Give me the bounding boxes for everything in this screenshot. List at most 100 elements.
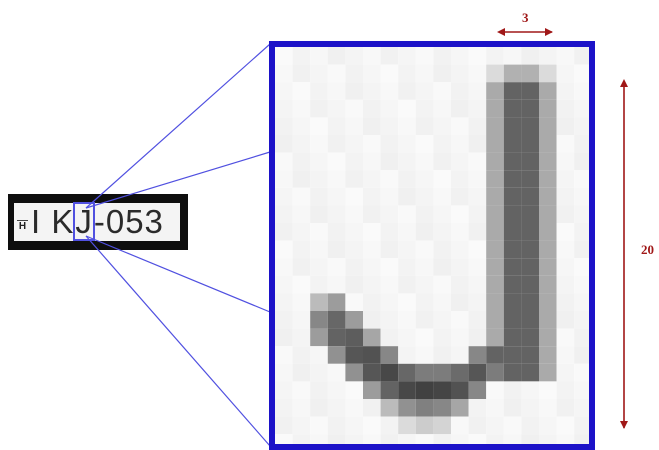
glyph-pixel xyxy=(363,311,381,329)
glyph-pixel xyxy=(415,47,434,65)
glyph-pixel xyxy=(433,381,451,399)
glyph-pixel xyxy=(380,152,399,171)
glyph-pixel xyxy=(503,187,522,206)
glyph-pixel xyxy=(574,293,592,311)
glyph-pixel xyxy=(451,170,469,188)
glyph-pixel xyxy=(539,328,557,347)
glyph-pixel xyxy=(275,187,293,206)
glyph-pixel xyxy=(415,99,434,118)
glyph-pixel xyxy=(451,240,469,259)
glyph-pixel xyxy=(415,152,434,171)
glyph-pixel xyxy=(574,346,592,364)
glyph-pixel xyxy=(451,346,469,364)
glyph-pixel xyxy=(275,416,293,435)
glyph-pixel xyxy=(292,187,311,206)
glyph-pixel xyxy=(486,170,504,188)
glyph-pixel xyxy=(486,381,504,399)
glyph-pixel xyxy=(503,328,522,347)
glyph-pixel xyxy=(310,64,328,83)
glyph-pixel xyxy=(275,117,293,135)
glyph-pixel xyxy=(345,311,363,329)
glyph-pixel xyxy=(521,363,539,382)
plate-characters: I KJ-053 xyxy=(31,202,164,241)
zoom-connector-lines xyxy=(85,43,271,447)
glyph-pixel xyxy=(574,275,592,294)
glyph-pixel xyxy=(292,99,311,118)
glyph-pixel xyxy=(433,135,451,153)
glyph-pixel xyxy=(556,293,575,311)
glyph-pixel xyxy=(415,275,434,294)
glyph-pixel xyxy=(292,240,311,259)
glyph-pixel xyxy=(363,346,381,364)
glyph-pixel xyxy=(292,381,311,399)
glyph-pixel xyxy=(415,293,434,311)
glyph-pixel xyxy=(468,258,487,276)
glyph-pixel xyxy=(345,64,363,83)
glyph-pixel xyxy=(574,363,592,382)
glyph-pixel xyxy=(380,117,399,135)
glyph-pixel xyxy=(486,187,504,206)
glyph-pixel xyxy=(556,258,575,276)
zoom-line-4 xyxy=(85,235,271,447)
glyph-pixel xyxy=(380,170,399,188)
glyph-pixel xyxy=(503,135,522,153)
glyph-pixel xyxy=(451,311,469,329)
glyph-pixel xyxy=(310,135,328,153)
glyph-pixel xyxy=(292,258,311,276)
glyph-pixel xyxy=(327,346,346,364)
glyph-pixel xyxy=(451,416,469,435)
glyph-pixel xyxy=(415,258,434,276)
glyph-pixel xyxy=(345,381,363,399)
glyph-pixel xyxy=(327,135,346,153)
glyph-pixel xyxy=(310,328,328,347)
glyph-pixel xyxy=(310,170,328,188)
glyph-pixel xyxy=(503,275,522,294)
glyph-pixel xyxy=(574,399,592,417)
glyph-pixel xyxy=(275,311,293,329)
glyph-pixel xyxy=(451,152,469,171)
glyph-pixel xyxy=(327,82,346,100)
glyph-pixel xyxy=(415,64,434,83)
glyph-pixel xyxy=(486,82,504,100)
glyph-pixel xyxy=(310,223,328,241)
glyph-pixel xyxy=(292,328,311,347)
glyph-pixel xyxy=(574,117,592,135)
plate-chars-after: -053 xyxy=(93,203,164,240)
glyph-pixel xyxy=(468,363,487,382)
glyph-pixel xyxy=(574,47,592,65)
glyph-pixel xyxy=(486,399,504,417)
glyph-pixel xyxy=(468,416,487,435)
glyph-pixel xyxy=(345,47,363,65)
glyph-pixel xyxy=(556,187,575,206)
glyph-pixel xyxy=(433,64,451,83)
glyph-pixel xyxy=(433,82,451,100)
glyph-pixel xyxy=(521,205,539,223)
glyph-pixel xyxy=(275,293,293,311)
glyph-pixel xyxy=(486,416,504,435)
glyph-pixel xyxy=(503,416,522,435)
glyph-pixel xyxy=(292,293,311,311)
glyph-pixel xyxy=(503,170,522,188)
glyph-pixel xyxy=(451,381,469,399)
glyph-pixel xyxy=(363,99,381,118)
glyph-pixel xyxy=(486,258,504,276)
pixelated-glyph xyxy=(275,47,592,450)
plate-region-stripe xyxy=(17,208,28,221)
width-label: 3 xyxy=(522,10,529,25)
glyph-pixel xyxy=(503,381,522,399)
glyph-pixel xyxy=(310,399,328,417)
glyph-pixel xyxy=(503,399,522,417)
glyph-pixel xyxy=(468,205,487,223)
glyph-pixel xyxy=(556,240,575,259)
glyph-pixel xyxy=(574,258,592,276)
glyph-pixel xyxy=(292,311,311,329)
glyph-pixel xyxy=(521,187,539,206)
glyph-pixel xyxy=(503,117,522,135)
glyph-pixel xyxy=(433,223,451,241)
glyph-pixel xyxy=(363,363,381,382)
glyph-pixel xyxy=(468,170,487,188)
glyph-pixel xyxy=(451,328,469,347)
glyph-pixel xyxy=(574,135,592,153)
glyph-pixel xyxy=(292,363,311,382)
glyph-pixel xyxy=(398,223,416,241)
